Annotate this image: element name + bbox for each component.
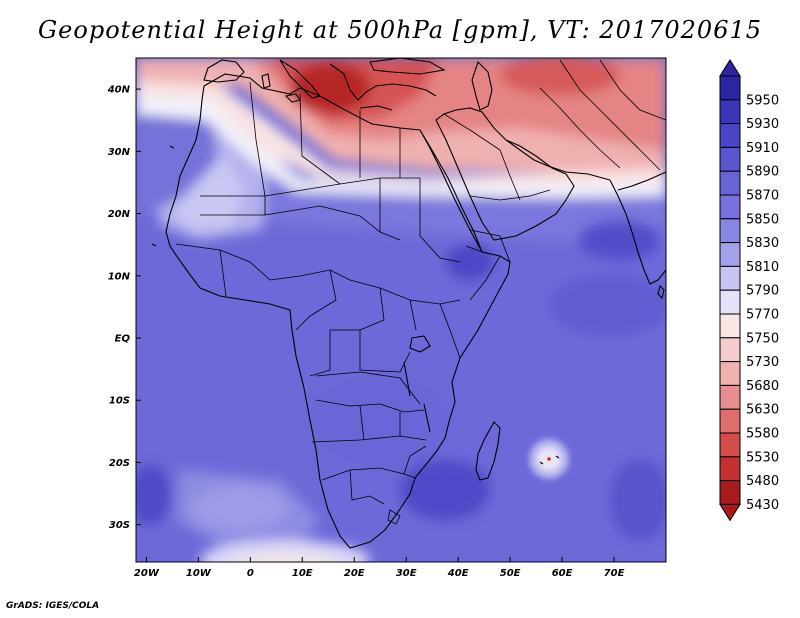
grads-credit: GrADS: IGES/COLA	[6, 601, 100, 611]
colorbar-swatch	[719, 361, 741, 386]
lon-tick-label: 50E	[500, 568, 521, 579]
lon-tick-label: 20W	[134, 568, 160, 579]
lat-tick-label: 20N	[108, 209, 131, 220]
lon-tick-label: 60E	[552, 568, 573, 579]
colorbar-label: 5770	[746, 308, 779, 323]
arabia-coastline	[435, 107, 575, 241]
chart-title: Geopotential Height at 500hPa [gpm], VT:…	[38, 16, 762, 44]
colorbar-label: 5530	[746, 450, 779, 465]
colorbar-label: 5850	[746, 212, 779, 227]
lat-tick-label: 40N	[107, 85, 131, 96]
lon-tick-label: 10W	[186, 568, 212, 579]
colorbar-swatch	[719, 170, 741, 196]
lat-tick-label: 30S	[109, 520, 130, 531]
colorbar-label: 5430	[746, 498, 779, 513]
colorbar-label: 5580	[746, 427, 779, 442]
colorbar-swatch	[719, 480, 741, 505]
colorbar-swatch	[719, 456, 741, 482]
colorbar-swatch	[719, 99, 741, 125]
balkans-coastline	[329, 63, 437, 101]
colorbar-label: 5480	[746, 474, 779, 489]
colorbar-label: 5910	[746, 141, 779, 156]
lon-tick-label: 0	[247, 568, 254, 579]
colorbar: 5950 5930 5910 5890 5870 5850 5830 5810 5790 5770…	[719, 59, 779, 522]
lon-tick-label: 40E	[447, 568, 469, 579]
colorbar-swatch	[719, 265, 741, 291]
red-sea-west	[419, 129, 483, 253]
colorbar-label: 5830	[746, 236, 779, 251]
colorbar-swatch	[719, 218, 741, 244]
colorbar-label: 5930	[746, 117, 779, 132]
colorbar-label: 5870	[746, 189, 779, 204]
lat-tick-label: 10S	[109, 396, 130, 407]
country-borders	[175, 59, 666, 525]
lon-tick-label: 10E	[292, 568, 313, 579]
colorbar-label: 5750	[746, 331, 779, 346]
colorbar-top-arrow	[719, 59, 741, 77]
colorbar-label: 5810	[746, 260, 779, 275]
colorbar-swatch	[719, 123, 741, 148]
colorbar-label: 5890	[746, 165, 779, 180]
madagascar-coastline	[475, 421, 501, 481]
black-sea	[369, 58, 446, 75]
colorbar-label: 5630	[746, 403, 779, 418]
lon-tick-label: 30E	[396, 568, 417, 579]
colorbar-label: 5730	[746, 355, 779, 370]
colorbar-swatch	[719, 242, 741, 267]
colorbar-bottom-arrow	[719, 503, 741, 522]
colorbar-label: 5680	[746, 379, 779, 394]
africa-coastline	[165, 73, 511, 549]
map-frame	[135, 57, 667, 563]
lon-tick-label: 70E	[604, 568, 625, 579]
colorbar-swatch	[719, 432, 741, 458]
colorbar-swatch	[719, 289, 741, 315]
colorbar-swatch	[719, 194, 741, 220]
colorbar-swatch	[719, 384, 741, 410]
lat-tick-label: 10N	[108, 271, 131, 282]
lat-tick-label: 30N	[108, 147, 131, 158]
italy-coastline	[279, 59, 321, 99]
colorbar-label: 5950	[746, 93, 779, 108]
lon-tick-label: 20E	[344, 568, 365, 579]
latitude-axis: 40N 30N 20N 10N EQ 10S 20S 30S	[107, 85, 141, 531]
colorbar-swatch	[719, 408, 741, 434]
colorbar-swatch	[719, 146, 741, 172]
india-coastline	[609, 179, 666, 285]
caspian-sea	[471, 60, 493, 111]
colorbar-swatch	[719, 313, 741, 339]
lat-tick-label: 20S	[109, 458, 130, 469]
lat-tick-label: EQ	[115, 334, 131, 345]
colorbar-swatch	[719, 75, 741, 101]
colorbar-label: 5790	[746, 284, 779, 299]
colorbar-swatch	[719, 337, 741, 363]
longitude-axis: 20W 10W 0 10E 20E 30E 40E 50E 60E 70E	[134, 557, 625, 579]
iberia-coastline	[203, 59, 245, 83]
